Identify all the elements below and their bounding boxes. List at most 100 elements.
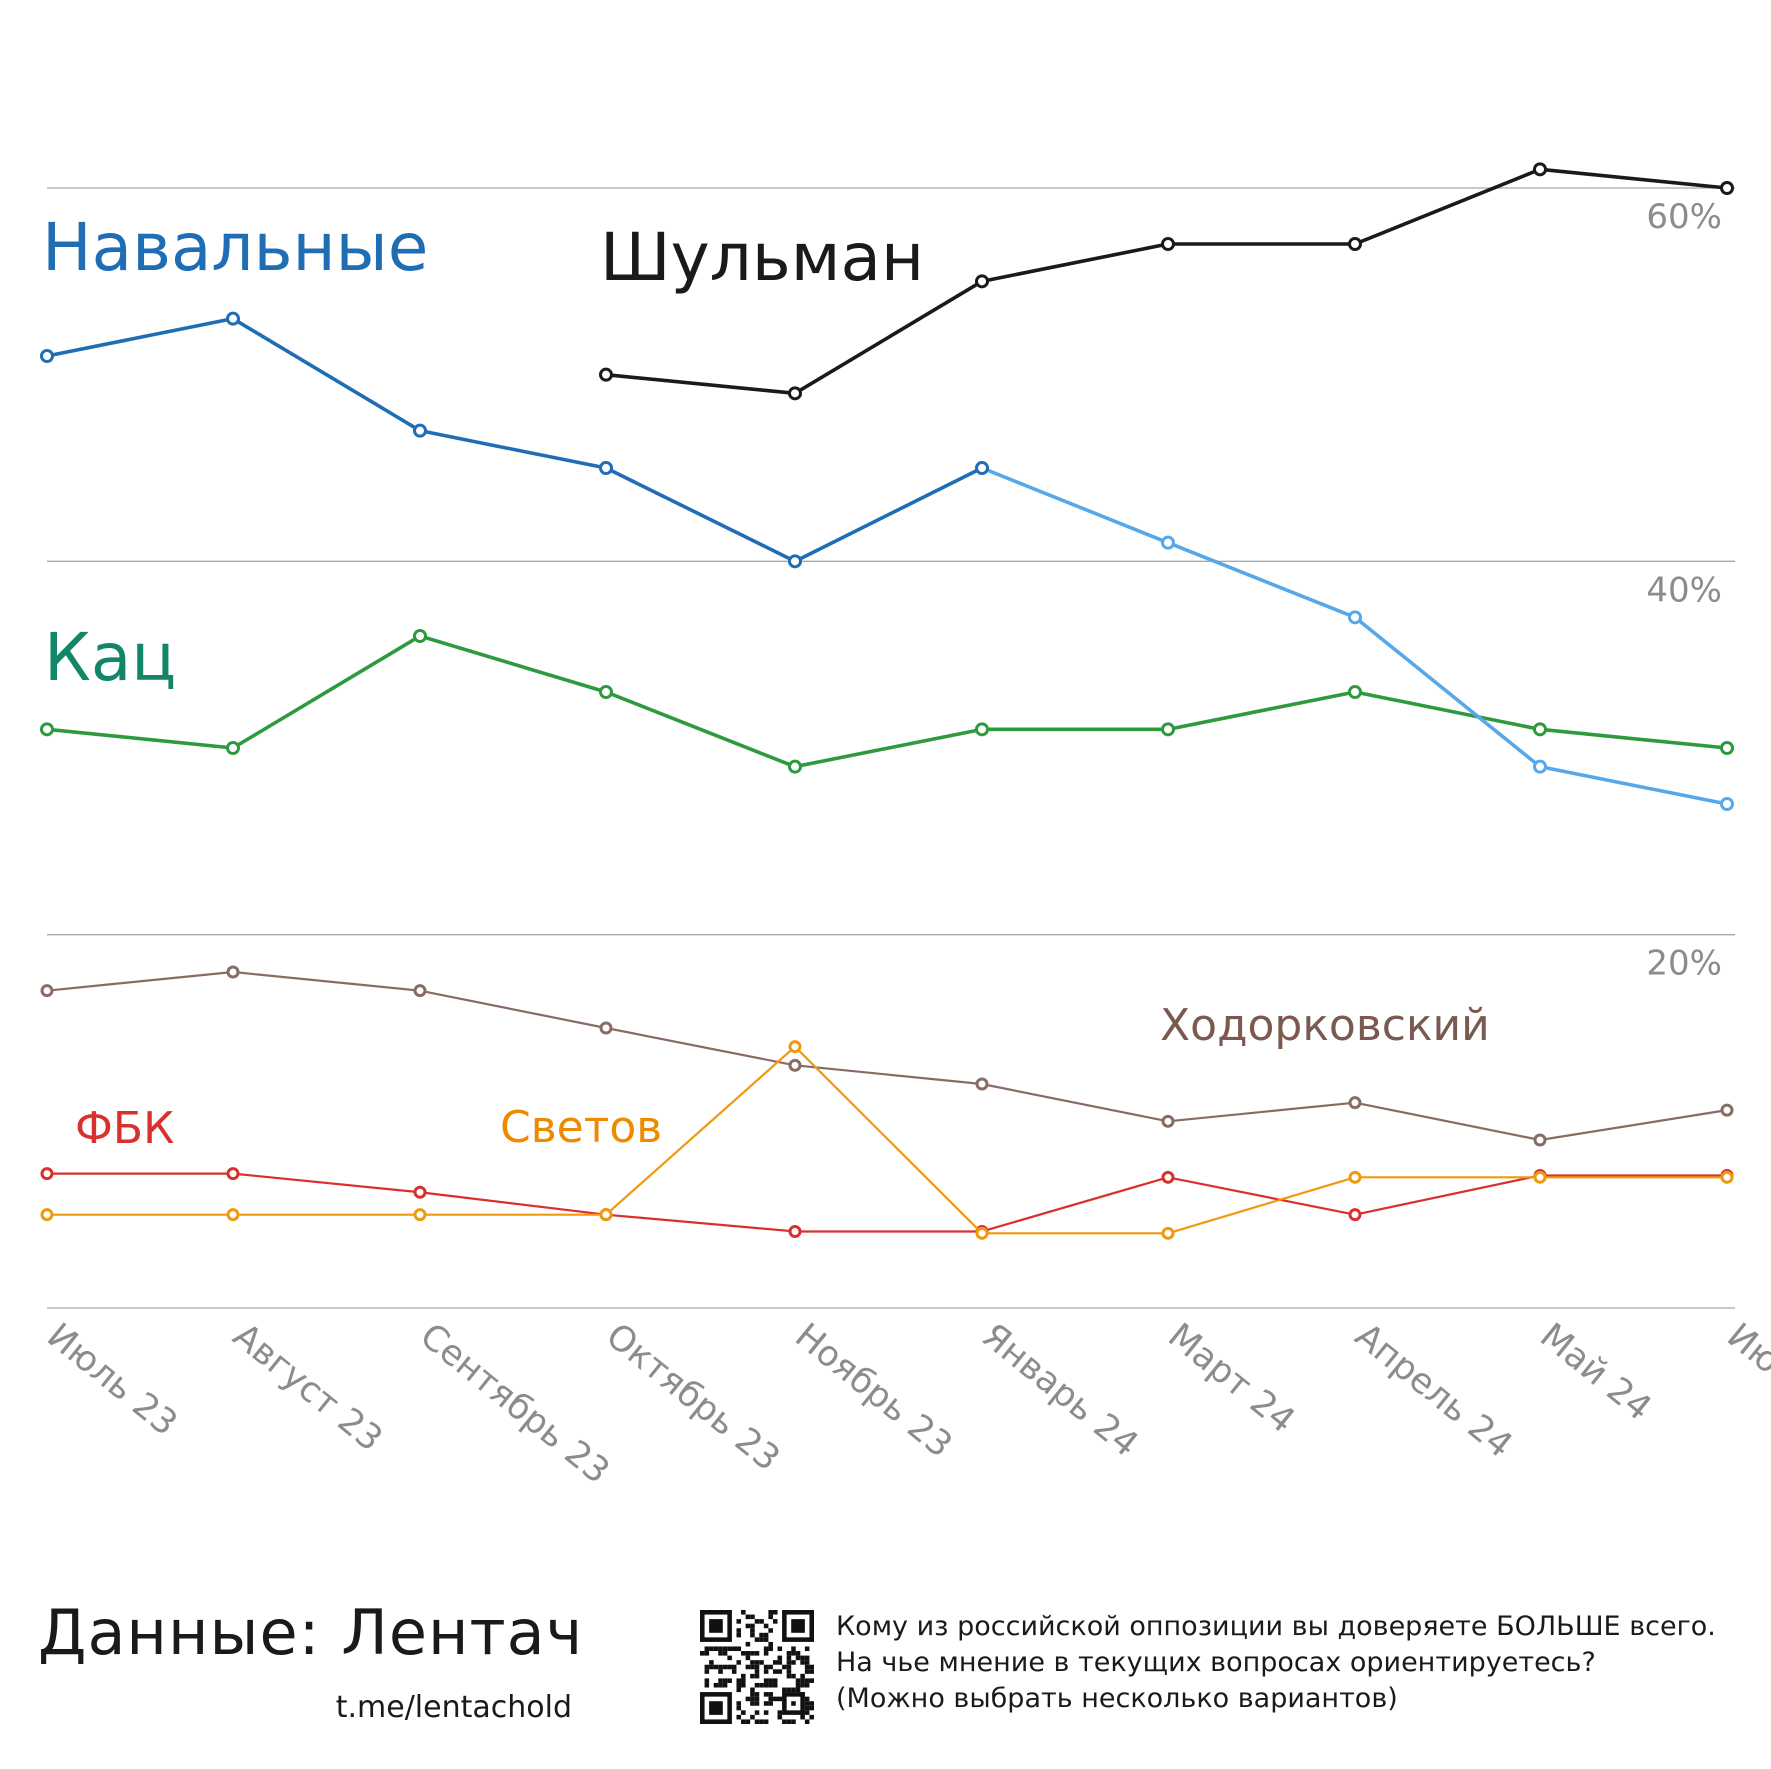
series-segment xyxy=(231,316,422,433)
data-point xyxy=(1533,759,1547,774)
series-segment xyxy=(231,1172,422,1194)
series-segment xyxy=(1538,1109,1729,1142)
data-point xyxy=(1348,237,1362,251)
series-segment xyxy=(793,466,984,564)
x-tick-label: Июль 23 xyxy=(39,1316,184,1444)
data-point xyxy=(975,1226,989,1240)
data-point xyxy=(1348,685,1362,699)
series-segment xyxy=(1353,1101,1542,1142)
series-segment xyxy=(980,1082,1170,1123)
survey-question: Кому из российской оппозиции вы доверяет… xyxy=(836,1609,1756,1717)
data-point xyxy=(1161,1226,1175,1240)
data-point xyxy=(1348,1208,1362,1222)
series-segment xyxy=(418,1191,608,1216)
x-tick-label: Январь 24 xyxy=(974,1316,1145,1465)
data-point xyxy=(1161,237,1175,251)
data-point xyxy=(1161,1114,1175,1128)
x-tick-label: Август 23 xyxy=(225,1316,389,1460)
series-label: ФБК xyxy=(75,1103,174,1154)
data-point xyxy=(40,349,54,363)
data-point xyxy=(40,1208,54,1222)
series-segment xyxy=(1353,167,1542,246)
series-label: Шульман xyxy=(600,219,924,296)
data-point xyxy=(788,1224,802,1238)
series-segment xyxy=(1166,540,1357,620)
x-tick-label: Октябрь 23 xyxy=(598,1316,787,1479)
data-point xyxy=(1161,722,1175,737)
data-point xyxy=(1720,741,1734,755)
series-segment xyxy=(1353,1174,1542,1216)
series-segment xyxy=(793,1064,984,1086)
data-point xyxy=(413,1185,427,1199)
data-point xyxy=(599,685,613,699)
data-point xyxy=(226,1208,240,1222)
line-chart: 20% 40% 60% Июль 23 Август 23 Сентябрь 23Октя… xyxy=(39,162,1771,1492)
series-segment xyxy=(418,428,608,470)
data-point xyxy=(1533,1170,1547,1184)
data-point xyxy=(788,759,802,774)
series-segment xyxy=(793,727,984,769)
series-segment xyxy=(1166,690,1357,732)
series-segment xyxy=(1166,1176,1357,1216)
series-segment xyxy=(45,970,235,992)
x-tick-label: Май 24 xyxy=(1532,1316,1658,1429)
data-point xyxy=(413,1208,427,1222)
series-segment xyxy=(604,1045,797,1216)
series-segment xyxy=(793,1045,984,1235)
series-label: Ходорковский xyxy=(1160,1000,1490,1051)
data-point xyxy=(40,984,54,998)
data-point xyxy=(599,461,613,475)
data-point xyxy=(40,1167,54,1181)
x-tick-label: Апрель 24 xyxy=(1347,1316,1519,1466)
data-point xyxy=(226,1167,240,1181)
series-segment xyxy=(231,634,422,750)
series-segment xyxy=(45,316,235,358)
y-tick-label: 20% xyxy=(1646,944,1722,984)
series-segment xyxy=(1353,615,1542,769)
data-point xyxy=(788,1058,802,1072)
series-label: Кац xyxy=(44,619,176,696)
data-point xyxy=(788,554,802,569)
data-point xyxy=(1720,797,1734,811)
series-segment xyxy=(980,1176,1170,1233)
series-segment xyxy=(604,372,797,396)
x-tick-label: Сентябрь 23 xyxy=(412,1316,616,1492)
data-point xyxy=(1533,162,1547,177)
data-point xyxy=(599,367,613,382)
series-segment xyxy=(1538,764,1729,806)
data-point xyxy=(226,965,240,979)
data-point xyxy=(1348,1096,1362,1110)
x-tick-label: Ноябрь 23 xyxy=(787,1316,959,1466)
data-point xyxy=(40,722,54,737)
series-segment xyxy=(604,466,797,564)
survey-question-line: (Можно выбрать несколько вариантов) xyxy=(836,1683,1398,1714)
data-point xyxy=(1720,1170,1734,1184)
data-point xyxy=(1720,1103,1734,1117)
data-point xyxy=(788,386,802,401)
series-label: Навальные xyxy=(42,209,428,286)
data-point xyxy=(975,274,989,289)
series-segment xyxy=(1166,1176,1357,1235)
series-segment xyxy=(231,970,422,992)
data-point xyxy=(975,722,989,737)
data-point xyxy=(413,984,427,998)
survey-question-line: На чье мнение в текущих вопросах ориенти… xyxy=(836,1647,1596,1678)
data-point xyxy=(599,1208,613,1222)
data-point xyxy=(975,461,989,475)
series-segment xyxy=(1353,690,1542,732)
channel-link[interactable]: t.me/lentachold xyxy=(335,1690,572,1725)
y-tick-label: 60% xyxy=(1646,197,1722,237)
series-segment xyxy=(1166,1101,1357,1123)
data-point xyxy=(413,423,427,438)
data-point xyxy=(226,311,240,326)
data-point xyxy=(1161,535,1175,550)
series-segment xyxy=(604,690,797,769)
x-tick-label: Март 24 xyxy=(1160,1316,1302,1441)
data-point xyxy=(1533,1133,1547,1147)
data-source-label: Данные: Лентач xyxy=(38,1596,584,1669)
data-point xyxy=(1720,181,1734,195)
survey-question-line: Кому из российской оппозиции вы доверяет… xyxy=(836,1611,1716,1642)
series-segment xyxy=(1538,727,1729,750)
series-segment xyxy=(980,242,1170,284)
series-segment xyxy=(793,279,984,396)
